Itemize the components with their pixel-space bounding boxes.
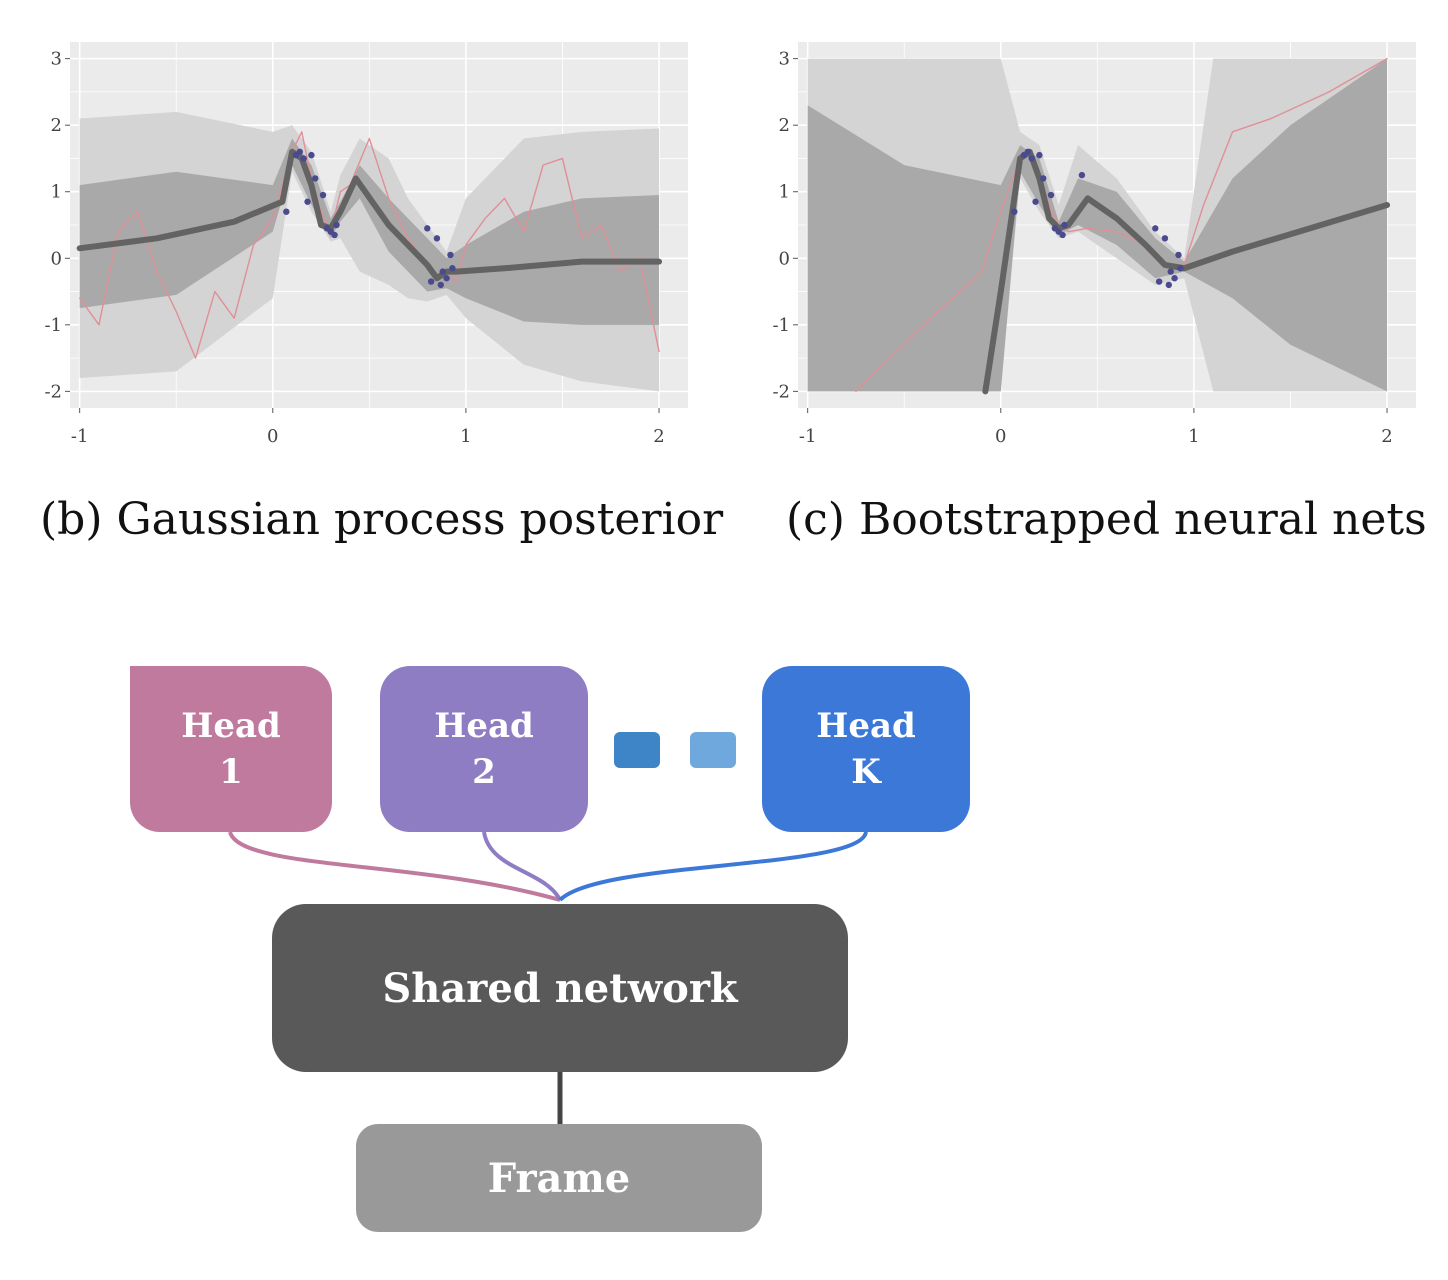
bnn-ytick-label: 3 <box>779 49 790 70</box>
bnn-data-point <box>1059 231 1066 239</box>
bnn-xtick-label: 0 <box>995 426 1006 447</box>
gp-data-point <box>296 148 304 155</box>
gp-ytick-label: 0 <box>51 248 62 269</box>
head-k-label: Head <box>816 706 916 746</box>
bootstrapped-dqn-diagram: Head 1 Head 2 Head K Shared network Frame <box>0 600 1448 1280</box>
ellipsis-square-1 <box>614 732 660 768</box>
bnn-data-point <box>1171 275 1178 282</box>
gp-xtick-label: -1 <box>71 426 89 447</box>
caption-bootstrapped-nets: (c) Bootstrapped neural nets <box>786 494 1427 545</box>
gp-data-point <box>308 151 315 159</box>
bnn-data-point <box>1036 151 1043 159</box>
bootstrapped-nets-plot: 3 2 1 0 -1 -2 -1 0 1 2 <box>768 40 1428 460</box>
gp-data-point <box>449 265 456 272</box>
bnn-data-point <box>1078 171 1086 179</box>
bnn-data-point <box>1011 208 1018 215</box>
connector-head1 <box>228 831 561 902</box>
head-1-box: Head 1 <box>130 666 332 832</box>
bnn-ytick-label: -2 <box>772 381 790 402</box>
head-2-label: Head <box>434 706 534 746</box>
head-1-label: Head <box>181 706 281 746</box>
bnn-ytick-label: 2 <box>779 115 790 136</box>
head-k-number: K <box>851 752 881 792</box>
gp-inner-band <box>79 138 660 325</box>
bnn-data-point <box>1028 155 1035 162</box>
bootstrapped-nets-svg: 3 2 1 0 -1 -2 -1 0 1 2 <box>772 42 1416 447</box>
bnn-data-point <box>1155 278 1163 285</box>
gp-data-point <box>333 221 340 229</box>
gp-data-point <box>437 281 444 289</box>
bnn-xtick-label: -1 <box>799 426 817 447</box>
bnn-ytick-label: -1 <box>772 315 790 336</box>
head-1-number: 1 <box>219 752 243 792</box>
gp-data-point <box>443 275 450 282</box>
gp-data-point <box>433 235 441 242</box>
gp-ytick-label: 2 <box>51 115 62 136</box>
bnn-data-point <box>1040 175 1047 182</box>
bnn-ytick-label: 1 <box>779 182 790 203</box>
gp-data-point <box>300 155 307 162</box>
gp-posterior-svg: 3 2 1 0 -1 -2 -1 0 1 2 <box>44 42 688 447</box>
bnn-inner-band <box>807 58 1388 392</box>
gp-data-point <box>319 191 327 199</box>
bnn-data-point <box>1047 191 1055 199</box>
gp-ytick-label: -2 <box>44 381 62 402</box>
gp-data-point <box>283 208 290 215</box>
gp-data-point <box>427 278 435 285</box>
gp-data-point <box>312 175 319 182</box>
gp-data-point <box>424 225 431 232</box>
caption-gp-posterior: (b) Gaussian process posterior <box>40 494 724 545</box>
bnn-ytick-label: 0 <box>779 248 790 269</box>
bnn-data-point <box>1161 235 1169 242</box>
bnn-data-point <box>1175 251 1182 259</box>
gp-xtick-label: 1 <box>460 426 471 447</box>
bnn-data-point <box>1165 281 1172 289</box>
gp-posterior-plot: 3 2 1 0 -1 -2 -1 0 1 2 <box>40 40 700 460</box>
gp-xtick-label: 2 <box>653 426 664 447</box>
bnn-xtick-label: 2 <box>1381 426 1392 447</box>
gp-ytick-label: 1 <box>51 182 62 203</box>
head-2-box: Head 2 <box>380 666 588 832</box>
gp-mean-line <box>76 148 663 282</box>
bnn-sample-line <box>855 57 1388 393</box>
bnn-data-point <box>1061 221 1068 229</box>
bnn-data-point <box>1167 268 1174 275</box>
gp-ytick-label: 3 <box>51 49 62 70</box>
gp-data-point <box>331 231 338 239</box>
gp-data-point <box>447 251 454 259</box>
gp-data-point <box>439 268 446 275</box>
gp-sample-line <box>78 131 660 359</box>
frame-box: Frame <box>356 1124 762 1232</box>
head-k-box: Head K <box>762 666 970 832</box>
connector-head2 <box>482 831 562 902</box>
gp-xtick-label: 0 <box>267 426 278 447</box>
gp-data-point <box>304 198 311 205</box>
shared-network-box: Shared network <box>272 904 848 1072</box>
bnn-data-point <box>1177 265 1184 272</box>
gp-ytick-label: -1 <box>44 315 62 336</box>
bnn-data-point <box>1152 225 1159 232</box>
bnn-data-point <box>1024 148 1032 155</box>
connector-lines <box>228 831 868 1124</box>
connector-headk <box>558 831 868 902</box>
ellipsis-square-2 <box>690 732 736 768</box>
bnn-xtick-label: 1 <box>1188 426 1199 447</box>
head-2-number: 2 <box>472 752 496 792</box>
bnn-data-point <box>1032 198 1039 205</box>
